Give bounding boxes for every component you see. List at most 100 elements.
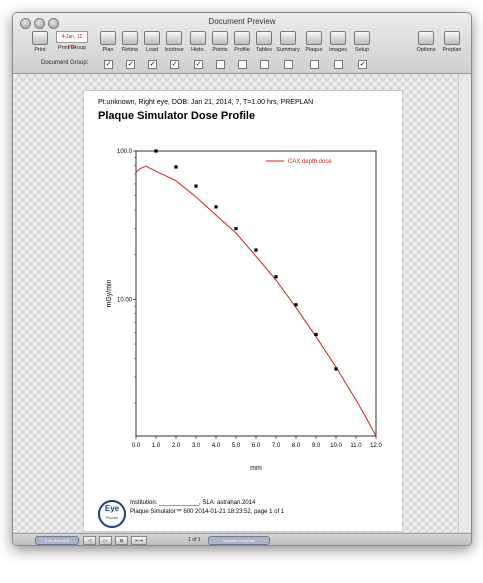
patient-info: Pt:unknown, Right eye, DOB: Jan 21, 2014…: [98, 99, 314, 106]
version-stamp: Plaque Simulator™ 600 2014-01-21 18:23:5…: [130, 509, 285, 515]
measured-data-point: [214, 205, 218, 209]
first-page-button[interactable]: ◁: [83, 536, 96, 545]
toolbar-plaque-button[interactable]: Plaque: [301, 31, 327, 53]
page-indicator: 1 of 1: [188, 537, 201, 543]
measured-data-point: [314, 332, 318, 337]
window-titlebar: Document Preview Print 4-Jan, 12 pgs Pri…: [13, 13, 471, 74]
toolbar-tables-button[interactable]: Tables: [251, 31, 277, 53]
window-title: Document Preview: [208, 17, 276, 26]
load-icon: [144, 31, 160, 45]
vertical-scrollbar[interactable]: [458, 74, 471, 532]
document-group-checkbox[interactable]: [238, 60, 247, 69]
toolbar-setup-button[interactable]: Setup: [349, 31, 375, 53]
document-preview-window: Document Preview Print 4-Jan, 12 pgs Pri…: [12, 12, 472, 546]
measured-data-point: [334, 367, 338, 371]
measured-data-point: [174, 165, 178, 169]
document-group-checkbox[interactable]: [216, 60, 225, 69]
x-tick-label: 3.0: [192, 443, 201, 449]
prev-page-button[interactable]: ▷: [99, 536, 112, 545]
x-tick-label: 2.0: [172, 443, 181, 449]
zoom-window-button[interactable]: [48, 18, 59, 29]
isodose-icon: [166, 31, 182, 45]
document-group-checkbox[interactable]: [260, 60, 269, 69]
toolbar-isodose-button[interactable]: Isodose: [161, 31, 187, 53]
toolbar-histo-button[interactable]: Histo.: [185, 31, 211, 53]
fit-page-button[interactable]: ⊟: [115, 536, 128, 545]
document-group-checkbox[interactable]: ✓: [194, 60, 203, 69]
measured-data-point: [154, 149, 158, 153]
x-tick-label: 10.0: [330, 443, 342, 449]
printer-icon: [32, 31, 48, 45]
preplan-icon: [444, 31, 460, 45]
options-button[interactable]: Options: [413, 31, 439, 53]
x-tick-label: 5.0: [232, 443, 241, 449]
plaque-icon: [306, 31, 322, 45]
document-group-checkbox[interactable]: [284, 60, 293, 69]
tables-icon: [256, 31, 272, 45]
toolbar-retina-button[interactable]: Retina: [117, 31, 143, 53]
institution-line: Institution: ____________, SLA: astrahan…: [130, 500, 256, 506]
x-tick-label: 1.0: [152, 443, 161, 449]
preview-page: Pt:unknown, Right eye, DOB: Jan 21, 2014…: [84, 91, 402, 531]
x-tick-label: 9.0: [312, 443, 321, 449]
document-group-checkbox[interactable]: ✓: [104, 60, 113, 69]
plan-icon: [100, 31, 116, 45]
cax-depth-dose-line: [135, 165, 377, 437]
x-tick-label: 8.0: [292, 443, 301, 449]
measured-data-point: [194, 184, 198, 188]
x-tick-label: 11.0: [350, 443, 362, 449]
profile-icon: [234, 31, 250, 45]
measured-data-point: [234, 226, 238, 231]
toolbar-images-button[interactable]: Images: [325, 31, 351, 53]
document-group-checkbox[interactable]: ✓: [126, 60, 135, 69]
plot-frame: [135, 150, 377, 437]
x-tick-label: 6.0: [252, 443, 261, 449]
measured-data-point: [254, 248, 258, 252]
document-group-checkbox[interactable]: [334, 60, 343, 69]
print-button[interactable]: Print: [27, 31, 53, 53]
toolbar-profile-button[interactable]: Profile: [229, 31, 255, 53]
summary-icon: [280, 31, 296, 45]
eye-physics-logo: Eye Physics: [98, 500, 126, 528]
minimize-window-button[interactable]: [34, 18, 45, 29]
close-window-button[interactable]: [20, 18, 31, 29]
document-group-checkbox[interactable]: ✓: [170, 60, 179, 69]
fit-width-button[interactable]: ⇤⇥: [131, 536, 147, 545]
points-icon: [212, 31, 228, 45]
document-group-row: Document Group: ✓ ✓ ✓ ✓ ✓ ✓: [13, 58, 471, 72]
toolbar-load-button[interactable]: Load: [139, 31, 165, 53]
y-axis-label: mGy/min: [106, 279, 113, 307]
x-tick-label: 12.0: [370, 443, 382, 449]
status-bar: 1.00 816x615 ◁ ▷ ⊟ ⇤⇥ 1 of 1 Isodose: mG…: [13, 533, 471, 545]
dose-profile-chart: 0.0 1.0 2.0 3.0 4.0 5.0 6.0 7.0 8.0 9.0 10.0 11.0 12…: [106, 149, 382, 472]
x-tick-label: 0.0: [132, 443, 141, 449]
toolbar-summary-button[interactable]: Summary: [275, 31, 301, 53]
histo-icon: [190, 31, 206, 45]
preview-area: Pt:unknown, Right eye, DOB: Jan 21, 2014…: [13, 74, 471, 532]
isodose-units-select[interactable]: Isodose: mGy/min: [208, 536, 270, 545]
x-axis-label: mm: [250, 465, 262, 472]
legend-label: CAX depth dose: [288, 159, 332, 165]
y-tick-label: 100.0: [117, 149, 133, 155]
preplan-button[interactable]: Preplan: [439, 31, 465, 53]
document-group-checkbox[interactable]: ✓: [358, 60, 367, 69]
toolbar-points-button[interactable]: Points: [207, 31, 233, 53]
x-tick-label: 7.0: [272, 443, 281, 449]
toolbar-plan-button[interactable]: Plan: [95, 31, 121, 53]
print-group-badge: 4-Jan, 12 pgs: [56, 31, 88, 50]
images-icon: [330, 31, 346, 45]
document-group-label: Document Group:: [41, 60, 89, 66]
measured-data-point: [294, 303, 298, 307]
measured-data-point: [274, 275, 278, 279]
document-group-checkbox[interactable]: ✓: [148, 60, 157, 69]
x-tick-label: 4.0: [212, 443, 221, 449]
page-footer: Eye Physics Institution: ____________, S…: [84, 487, 402, 531]
options-icon: [418, 31, 434, 45]
document-group-checkbox[interactable]: [310, 60, 319, 69]
retina-icon: [122, 31, 138, 45]
y-tick-label: 10.00: [117, 297, 133, 303]
print-group-button[interactable]: 4-Jan, 12 pgs Print Group: [54, 31, 90, 51]
zoom-field[interactable]: 1.00 816x615: [35, 536, 79, 545]
setup-icon: [354, 31, 370, 45]
page-title: Plaque Simulator Dose Profile: [98, 110, 256, 122]
